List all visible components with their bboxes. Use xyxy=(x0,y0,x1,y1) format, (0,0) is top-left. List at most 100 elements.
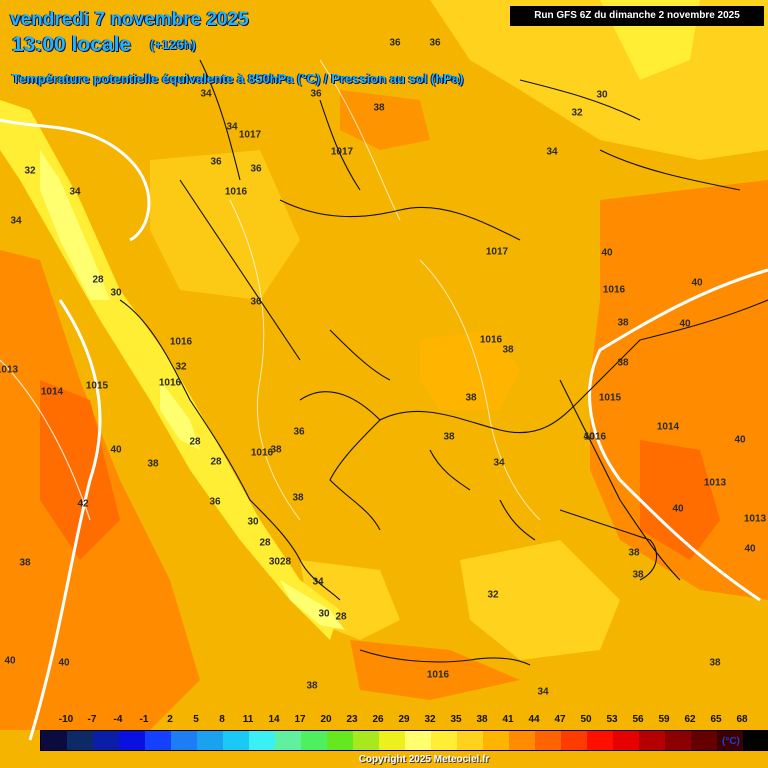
map-value-label: 32 xyxy=(571,107,583,119)
map-value-label: 40 xyxy=(583,431,595,443)
legend-tick-label: 47 xyxy=(554,714,566,725)
map-value-label: 36 xyxy=(389,37,401,49)
map-value-label: 40 xyxy=(4,655,16,667)
color-scale-swatch xyxy=(639,731,665,750)
legend-tick-label: -1 xyxy=(139,714,149,725)
map-value-label: 1016 xyxy=(479,334,503,346)
map-value-label: 1015 xyxy=(598,392,622,404)
color-scale-swatch xyxy=(197,731,223,750)
map-value-label: 38 xyxy=(632,569,644,581)
color-scale-swatch xyxy=(691,731,717,750)
map-value-label: 28 xyxy=(189,436,201,448)
map-value-label: 30 xyxy=(596,89,608,101)
map-value-label: 38 xyxy=(617,317,629,329)
color-scale-swatch xyxy=(483,731,509,750)
legend-tick-label: 53 xyxy=(606,714,618,725)
map-value-label: 40 xyxy=(58,657,70,669)
legend-tick-label: 14 xyxy=(268,714,280,725)
map-value-label: 40 xyxy=(672,503,684,515)
color-scale-swatch xyxy=(535,731,561,750)
legend-tick-label: 62 xyxy=(684,714,696,725)
map-value-label: 1016 xyxy=(250,447,274,459)
color-scale-swatch xyxy=(171,731,197,750)
map-value-label: 38 xyxy=(147,458,159,470)
legend-tick-label: 65 xyxy=(710,714,722,725)
color-scale-swatch xyxy=(223,731,249,750)
color-scale-swatch xyxy=(457,731,483,750)
color-scale-swatch xyxy=(301,731,327,750)
map-value-label: 36 xyxy=(210,156,222,168)
legend-tick-label: 35 xyxy=(450,714,462,725)
map-date: vendredi 7 novembre 2025 xyxy=(10,9,249,30)
map-value-label: 32 xyxy=(24,165,36,177)
map-value-label: 36 xyxy=(429,37,441,49)
legend-tick-label: 50 xyxy=(580,714,592,725)
color-scale-swatch xyxy=(431,731,457,750)
map-value-label: 36 xyxy=(310,88,322,100)
map-value-label: 1013 xyxy=(743,513,767,525)
legend-tick-label: 29 xyxy=(398,714,410,725)
color-scale-swatch xyxy=(405,731,431,750)
map-value-label: 28 xyxy=(259,537,271,549)
map-value-label: 1016 xyxy=(224,186,248,198)
map-value-label: 38 xyxy=(709,657,721,669)
color-scale-swatch xyxy=(353,731,379,750)
color-scale-swatch xyxy=(327,731,353,750)
color-scale-swatch xyxy=(119,731,145,750)
legend-tick-label: 11 xyxy=(242,714,254,725)
legend-tick-label: 20 xyxy=(320,714,332,725)
legend-tick-label: -7 xyxy=(87,714,97,725)
color-scale-swatch xyxy=(743,731,768,750)
color-scale-swatch xyxy=(717,731,743,750)
color-scale-swatch xyxy=(275,731,301,750)
legend-tick-label: 26 xyxy=(372,714,384,725)
forecast-offset: (+126h) xyxy=(150,37,196,52)
map-value-label: 40 xyxy=(734,434,746,446)
map-value-label: 1016 xyxy=(602,284,626,296)
map-value-label: 1017 xyxy=(485,246,509,258)
map-time: 13:00 locale xyxy=(12,33,132,56)
map-value-label: 32 xyxy=(487,589,499,601)
map-value-label: 38 xyxy=(270,444,282,456)
map-value-label: 36 xyxy=(250,163,262,175)
map-value-label: 38 xyxy=(373,102,385,114)
color-scale-swatch xyxy=(41,731,67,750)
map-value-label: 1016 xyxy=(169,336,193,348)
legend-tick-label: 5 xyxy=(193,714,199,725)
color-scale-swatch xyxy=(379,731,405,750)
map-value-label: 40 xyxy=(601,247,613,259)
legend-tick-label: 44 xyxy=(528,714,540,725)
map-value-label: 1016 xyxy=(158,377,182,389)
map-value-label: 1017 xyxy=(330,146,354,158)
map-value-label: 1013 xyxy=(703,477,727,489)
color-scale-swatch xyxy=(561,731,587,750)
legend-tick-label: -4 xyxy=(113,714,123,725)
color-scale-swatch xyxy=(249,731,275,750)
map-value-label: 38 xyxy=(19,557,31,569)
map-value-label: 34 xyxy=(493,457,505,469)
map-value-label: 1017 xyxy=(238,129,262,141)
map-value-label: 32 xyxy=(175,361,187,373)
map-value-label: 1016 xyxy=(426,669,450,681)
copyright: Copyright 2025 Meteociel.fr xyxy=(358,754,490,765)
run-info-box: Run GFS 6Z du dimanche 2 novembre 2025 xyxy=(510,6,764,26)
legend-tick-label: 68 xyxy=(736,714,748,725)
color-scale-bar xyxy=(40,730,768,751)
map-value-label: 3028 xyxy=(268,556,292,568)
map-value-label: 34 xyxy=(226,121,238,133)
map-value-label: 36 xyxy=(293,426,305,438)
map-value-label: 28 xyxy=(92,274,104,286)
map-value-label: 34 xyxy=(312,576,324,588)
color-scale-swatch xyxy=(145,731,171,750)
map-value-label: 36 xyxy=(250,296,262,308)
map-value-label: 36 xyxy=(209,496,221,508)
color-scale-swatch xyxy=(509,731,535,750)
map-value-label: 34 xyxy=(69,186,81,198)
color-scale-swatch xyxy=(587,731,613,750)
legend-tick-label: 56 xyxy=(632,714,644,725)
map-value-label: 38 xyxy=(502,344,514,356)
map-value-label: 40 xyxy=(110,444,122,456)
map-value-label: 40 xyxy=(679,318,691,330)
